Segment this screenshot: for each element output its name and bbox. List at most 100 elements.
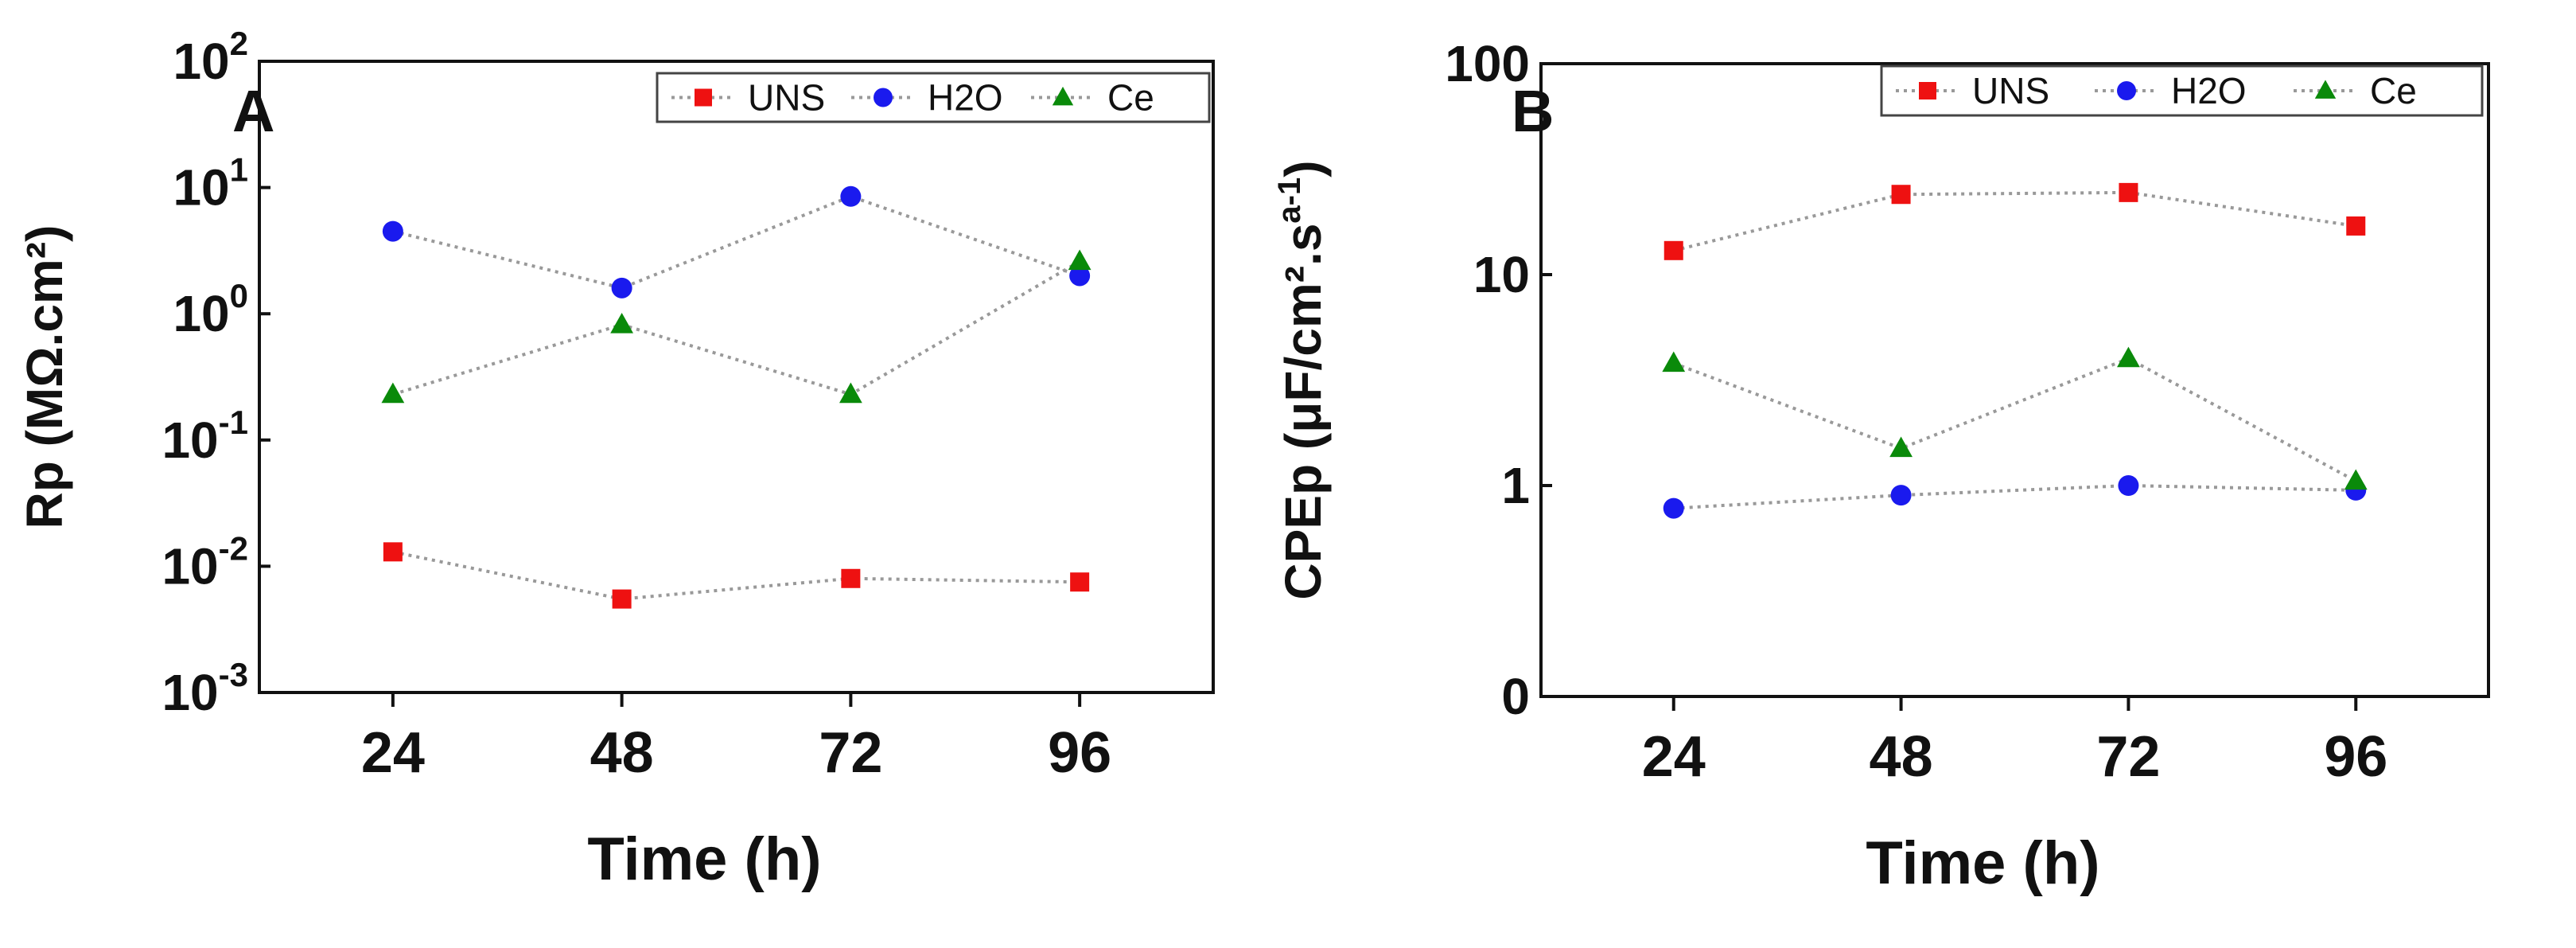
series-uns-point xyxy=(2119,182,2138,202)
legend-label-ce: Ce xyxy=(1107,77,1154,119)
legend-marker-ce xyxy=(1052,86,1074,106)
series-h2o-point xyxy=(1890,485,1912,506)
legend-label-h2o: H2O xyxy=(2171,70,2247,111)
x-axis-title: Time (h) xyxy=(587,825,821,893)
y-tick-base: 10 xyxy=(161,664,218,721)
y-tick-label: 10-2 xyxy=(161,529,248,595)
series-ce-point xyxy=(2117,346,2140,368)
legend-label-h2o: H2O xyxy=(928,77,1003,119)
y-tick-label: 10 xyxy=(1473,246,1530,303)
x-tick-label: 24 xyxy=(1642,725,1706,789)
legend-marker-uns xyxy=(1919,82,1936,99)
y-tick-exponent: 0 xyxy=(230,277,248,314)
legend-label-ce: Ce xyxy=(2370,70,2417,111)
legend-box xyxy=(656,72,1211,123)
series-ce xyxy=(381,249,1091,404)
y-tick-label: 101 xyxy=(173,151,248,217)
series-h2o-line xyxy=(1673,483,2356,510)
x-tick-label: 48 xyxy=(1870,725,1933,789)
legend-marker-h2o xyxy=(874,88,893,107)
legend-label-uns: UNS xyxy=(748,77,825,119)
y-tick-label: 10-3 xyxy=(161,656,248,721)
y-tick-base: 10 xyxy=(161,537,218,595)
y-tick-label: 0 xyxy=(1501,668,1530,725)
y-tick-base: 10 xyxy=(1473,246,1530,303)
series-h2o xyxy=(1663,475,2367,519)
series-uns-point xyxy=(612,589,632,609)
series-uns-point xyxy=(383,542,403,562)
series-h2o-point xyxy=(2118,475,2139,496)
y-axis-title-superscript: a-1 xyxy=(1272,178,1307,224)
panel-label: B xyxy=(1512,78,1554,144)
series-h2o-point xyxy=(611,277,632,298)
y-tick-base: 0 xyxy=(1501,668,1530,725)
legend: UNS H2O Ce xyxy=(1880,64,2484,117)
y-tick-label: 102 xyxy=(173,25,248,90)
y-tick-base: 1 xyxy=(1501,457,1530,514)
x-tick-label: 72 xyxy=(819,721,882,785)
legend-box xyxy=(1880,64,2484,117)
y-tick-label: 100 xyxy=(173,277,248,342)
x-tick-label: 72 xyxy=(2096,725,2160,789)
series-ce-point xyxy=(1662,351,1686,373)
series-ce-point xyxy=(1889,436,1913,458)
y-axis-title: CPEp (μF/cm².sa-1) xyxy=(1272,160,1332,599)
series-ce-point xyxy=(381,382,405,404)
series-uns-point xyxy=(1070,572,1090,592)
series-ce-line xyxy=(392,259,1081,396)
y-tick-label: 100 xyxy=(1445,35,1530,92)
series-h2o-point xyxy=(1663,497,1684,519)
series-uns xyxy=(1664,182,2366,260)
series-uns-line xyxy=(1673,190,2356,252)
series-h2o xyxy=(382,185,1091,298)
y-tick-label: 1 xyxy=(1501,457,1530,514)
y-tick-exponent: 2 xyxy=(230,25,248,62)
y-tick-base: 10 xyxy=(161,412,218,469)
x-tick-label: 96 xyxy=(2324,725,2387,789)
series-uns-point xyxy=(2346,216,2366,236)
y-axis-title-close: ) xyxy=(1274,160,1332,177)
legend: UNS H2O Ce xyxy=(656,72,1211,123)
series-ce-point xyxy=(610,312,634,334)
plot-frame xyxy=(1539,62,2490,698)
legend-marker-h2o xyxy=(2117,81,2136,100)
y-tick-exponent: -2 xyxy=(219,529,248,567)
y-tick-exponent: -1 xyxy=(219,404,248,441)
series-uns-point xyxy=(1891,185,1911,205)
x-tick-label: 48 xyxy=(590,721,654,785)
series-uns-point xyxy=(1664,240,1683,260)
x-tick-label: 24 xyxy=(361,721,425,785)
legend-marker-ce xyxy=(2314,80,2337,99)
y-tick-exponent: 1 xyxy=(230,151,248,189)
series-uns xyxy=(383,542,1090,609)
series-h2o-point xyxy=(840,185,862,207)
y-tick-exponent: -3 xyxy=(219,656,248,693)
y-tick-label: 10-1 xyxy=(161,404,248,469)
y-tick-base: 10 xyxy=(173,285,229,342)
series-h2o-point xyxy=(1069,265,1091,287)
legend-marker-uns xyxy=(695,88,712,107)
y-axis-title-main: CPEp (μF/cm².s xyxy=(1274,224,1332,600)
panel-label: A xyxy=(232,78,274,144)
y-tick-base: 100 xyxy=(1445,35,1530,92)
series-uns-line xyxy=(392,550,1080,601)
series-h2o-point xyxy=(382,220,403,242)
series-ce xyxy=(1662,346,2368,490)
series-uns-point xyxy=(841,568,861,588)
legend-label-uns: UNS xyxy=(1972,70,2049,111)
series-ce-point xyxy=(2344,469,2368,490)
series-ce-point xyxy=(1068,249,1091,271)
x-axis-title: Time (h) xyxy=(1866,829,2099,897)
y-axis-title-main: Rp (MΩ.cm²) xyxy=(16,225,73,529)
y-axis-title: Rp (MΩ.cm²) xyxy=(16,225,73,529)
plot-frame xyxy=(258,60,1215,694)
series-ce-point xyxy=(839,382,862,404)
series-h2o-line xyxy=(392,194,1080,290)
y-tick-base: 10 xyxy=(173,33,229,90)
series-ce-line xyxy=(1673,357,2357,483)
x-tick-label: 96 xyxy=(1048,721,1111,785)
y-tick-base: 10 xyxy=(173,159,229,217)
